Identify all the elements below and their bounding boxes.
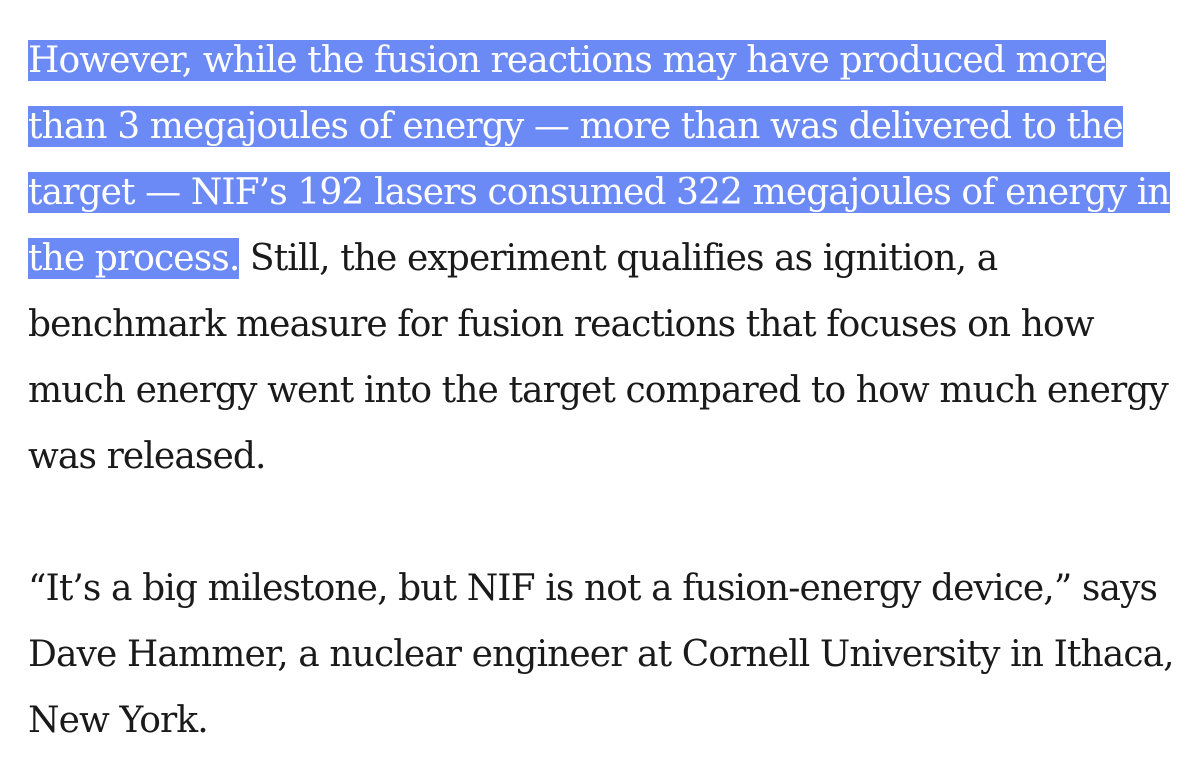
- paragraph-energy-consumption: However, while the fusion reactions may …: [28, 28, 1178, 490]
- article-body: However, while the fusion reactions may …: [28, 28, 1178, 754]
- paragraph-text: Still, the experiment qualifies as ignit…: [28, 238, 1169, 477]
- quote-text: “It’s a big milestone, but NIF is not a …: [28, 568, 1175, 741]
- paragraph-quote: “It’s a big milestone, but NIF is not a …: [28, 556, 1178, 754]
